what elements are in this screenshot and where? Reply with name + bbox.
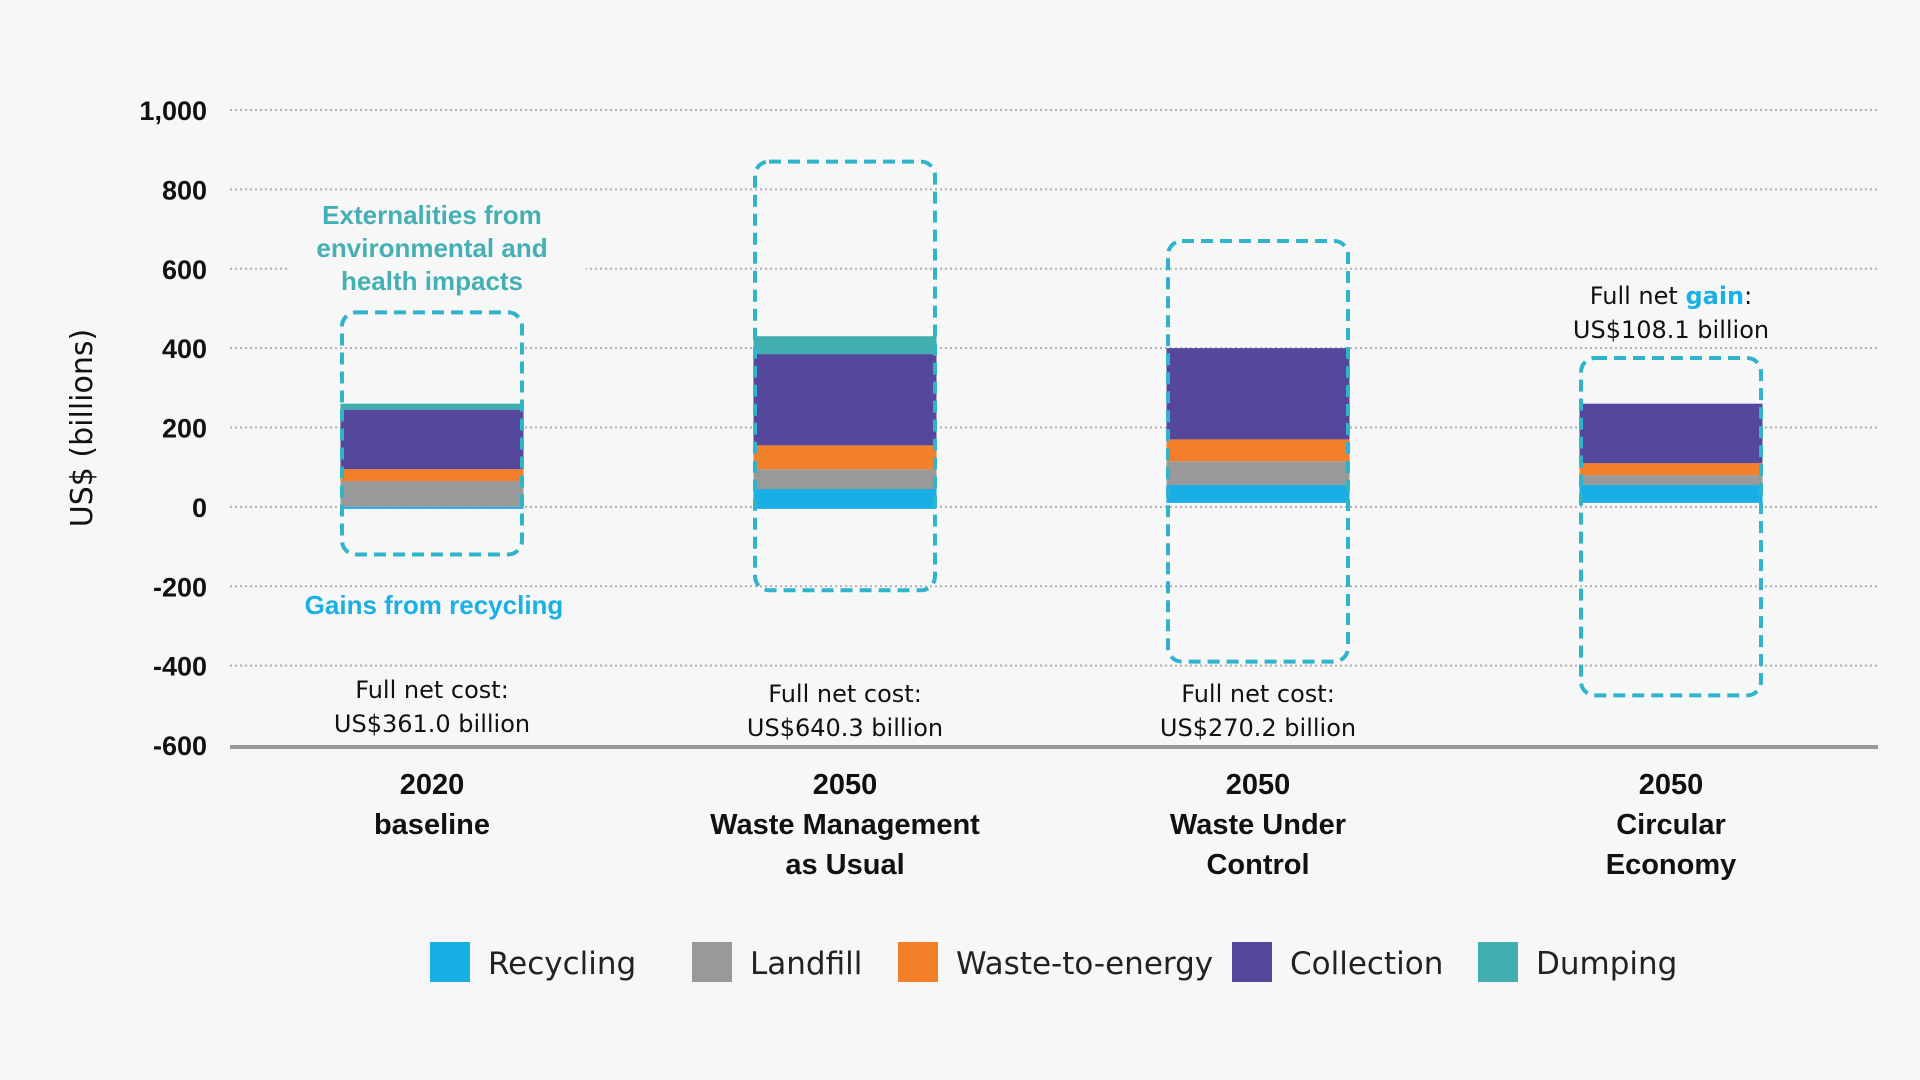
bar-collection [340, 409, 524, 470]
legend-swatch [1478, 942, 1518, 982]
x-axis: 2020 baseline 2050 Waste Management as Usual… [230, 745, 1878, 881]
bar-recycling [753, 489, 937, 509]
legend-item-landfill: Landfill [692, 942, 862, 982]
externality-box [753, 159, 937, 593]
legend-item-collection: Collection [1232, 942, 1443, 982]
net-label-title: Full net gain: [1590, 282, 1752, 310]
y-axis-label: US$ (billions) [65, 329, 100, 527]
bars [340, 336, 1763, 509]
legend-label: Landfill [750, 946, 862, 982]
y-tick-label: 200 [162, 414, 207, 444]
legend-item-dumping: Dumping [1478, 942, 1677, 982]
bar-recycling [1166, 485, 1350, 503]
y-axis: US$ (billions) 1,000 800 600 400 200 0 -200 -40… [65, 96, 207, 761]
x-category-label: 2050 [1639, 769, 1704, 801]
net-label-amount: US$270.2 billion [1160, 714, 1356, 742]
legend-swatch [692, 942, 732, 982]
legend-swatch [1232, 942, 1272, 982]
bar-landfill [1579, 475, 1763, 486]
externality-boxes [340, 159, 1763, 698]
bar-recycling [340, 506, 524, 509]
annotations: Externalities from environmental and healt… [290, 196, 586, 620]
y-tick-label: -200 [153, 572, 207, 602]
bar-dumping [340, 403, 524, 410]
x-category-label: 2050 [1226, 769, 1291, 801]
externality-box [1579, 356, 1763, 698]
net-label-amount: US$108.1 billion [1573, 316, 1769, 344]
legend: Recycling Landfill Waste-to-energy Collecti… [430, 942, 1677, 982]
net-label-title: Full net cost: [1181, 680, 1335, 708]
x-category-label: as Usual [785, 849, 904, 881]
y-tick-label: 1,000 [139, 96, 207, 126]
legend-item-recycling: Recycling [430, 942, 636, 982]
net-label-suffix: : [1744, 282, 1752, 310]
net-label-title: Full net cost: [768, 680, 922, 708]
annotation-background [290, 196, 586, 298]
gridlines [230, 109, 1878, 667]
bar-landfill [340, 481, 524, 507]
legend-label: Waste-to-energy [956, 946, 1213, 982]
y-tick-label: 400 [162, 334, 207, 364]
x-category-label: Circular [1616, 809, 1726, 841]
externality-box [1166, 238, 1350, 664]
bar-landfill [753, 469, 937, 490]
legend-label: Collection [1290, 946, 1443, 982]
net-label-amount: US$640.3 billion [747, 714, 943, 742]
net-label-amount: US$361.0 billion [334, 710, 530, 738]
net-labels: Full net cost: US$361.0 billion Full net c… [334, 282, 1769, 742]
externalities-annotation: Externalities from environmental and healt… [316, 200, 547, 296]
bar-waste-to-energy [340, 469, 524, 482]
y-tick-label: 800 [162, 175, 207, 205]
net-label-prefix: Full net cost: [768, 680, 922, 708]
x-category-label: 2020 [400, 769, 465, 801]
x-category-label: 2050 [813, 769, 878, 801]
bar-dumping [753, 336, 937, 355]
legend-swatch [430, 942, 470, 982]
externalities-annotation-line: environmental and [316, 233, 547, 263]
bar-collection [753, 354, 937, 446]
legend-label: Dumping [1536, 946, 1677, 982]
x-category-label: Waste Management [710, 809, 980, 841]
bar-recycling [1579, 485, 1763, 503]
legend-item-waste-to-energy: Waste-to-energy [898, 942, 1213, 982]
y-tick-label: 0 [192, 493, 207, 523]
legend-swatch [898, 942, 938, 982]
y-tick-label: -600 [153, 731, 207, 761]
net-label-prefix: Full net [1590, 282, 1686, 310]
x-category-label: baseline [374, 809, 490, 841]
legend-label: Recycling [488, 946, 636, 982]
y-tick-label: 600 [162, 255, 207, 285]
net-label-prefix: Full net cost: [355, 676, 509, 704]
x-category-label: Waste Under [1170, 809, 1346, 841]
y-tick-label: -400 [153, 652, 207, 682]
externalities-annotation-line: health impacts [341, 266, 523, 296]
net-label-title: Full net cost: [355, 676, 509, 704]
externality-box [340, 310, 524, 557]
gains-annotation: Gains from recycling [305, 590, 564, 620]
bar-collection [1579, 403, 1763, 464]
externalities-annotation-line: Externalities from [322, 200, 542, 230]
bar-waste-to-energy [1166, 439, 1350, 462]
net-label-prefix: Full net cost: [1181, 680, 1335, 708]
bar-landfill [1166, 461, 1350, 486]
bar-waste-to-energy [1579, 463, 1763, 476]
bar-waste-to-energy [753, 445, 937, 470]
bar-collection [1166, 348, 1350, 440]
net-label-highlight: gain [1685, 282, 1744, 310]
x-category-label: Economy [1606, 849, 1737, 881]
x-category-label: Control [1206, 849, 1309, 881]
